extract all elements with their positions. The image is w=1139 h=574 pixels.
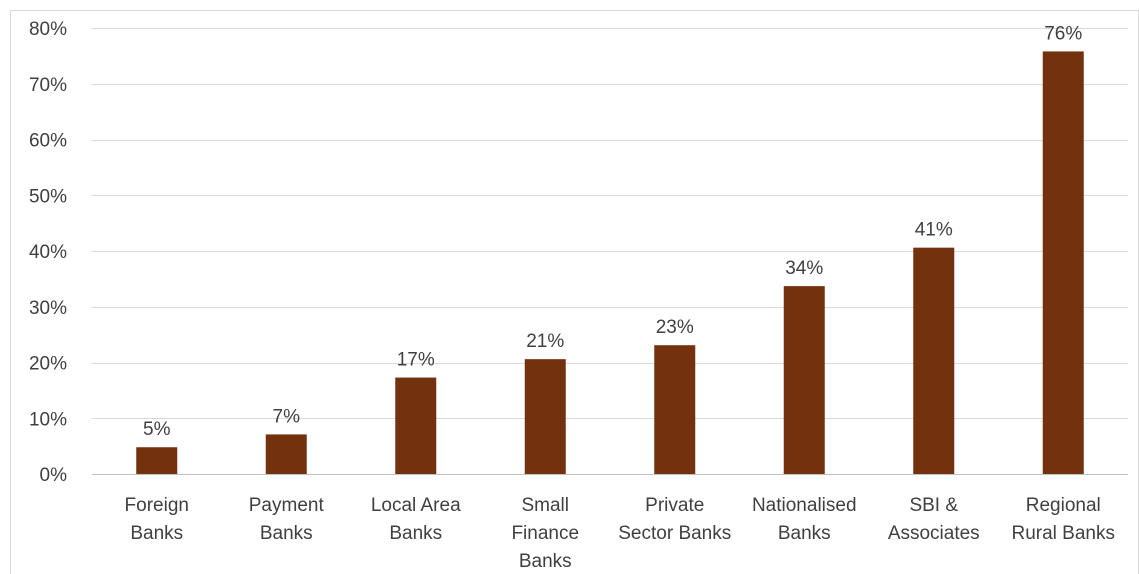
bar <box>913 247 955 474</box>
bar <box>1042 51 1084 474</box>
y-tick-label: 0% <box>40 465 68 486</box>
x-category-label-line: Banks <box>389 523 442 544</box>
x-category-label-line: Regional <box>1026 495 1101 516</box>
bar-data-label: 17% <box>397 350 435 371</box>
bar-data-label: 21% <box>526 331 564 352</box>
bar <box>524 359 566 474</box>
bar-data-label: 23% <box>656 317 694 338</box>
y-tick-label: 70% <box>29 75 67 96</box>
y-tick-label: 20% <box>29 354 67 375</box>
bar <box>395 377 437 474</box>
x-category-label-line: Private <box>645 495 704 516</box>
gridlines <box>92 28 1128 475</box>
x-category-label-line: SBI & <box>909 495 958 516</box>
x-category-label-line: Banks <box>260 523 313 544</box>
bar-data-label: 34% <box>785 258 823 279</box>
y-tick-label: 60% <box>29 131 67 152</box>
bar-data-label: 5% <box>143 419 171 440</box>
x-category-label-line: Nationalised <box>752 495 857 516</box>
bar <box>654 345 696 474</box>
y-tick-label: 80% <box>29 19 67 40</box>
data-labels: 5% 7% 17% 21% 23% 34% 41% 76% <box>143 23 1082 440</box>
y-tick-label: 30% <box>29 298 67 319</box>
x-category-label-line: Payment <box>249 495 325 516</box>
x-category-label-line: Rural Banks <box>1012 523 1116 544</box>
x-category-label-line: Banks <box>778 523 831 544</box>
x-category-label: Small Finance Banks <box>511 495 579 572</box>
x-category-label-line: Local Area <box>371 495 461 516</box>
x-category-label-line: Associates <box>888 523 980 544</box>
x-category-label: SBI & Associates <box>888 495 980 544</box>
y-axis-tick-labels: 0% 10% 20% 30% 40% 50% 60% 70% 80% <box>29 19 67 486</box>
bar-data-label: 41% <box>915 220 953 241</box>
x-category-label-line: Banks <box>519 551 572 572</box>
x-category-label: Regional Rural Banks <box>1012 495 1116 544</box>
bar <box>783 286 825 474</box>
x-category-label: Foreign Banks <box>125 495 189 544</box>
x-category-label-line: Finance <box>511 523 579 544</box>
x-category-label: Payment Banks <box>249 495 325 544</box>
x-category-label-line: Small <box>521 495 569 516</box>
bars <box>136 51 1084 474</box>
chart-border <box>10 10 1139 574</box>
x-category-label-line: Banks <box>130 523 183 544</box>
x-category-label-line: Foreign <box>125 495 189 516</box>
bar <box>136 447 178 474</box>
x-category-label-line: Sector Banks <box>618 523 731 544</box>
x-category-label: Nationalised Banks <box>752 495 857 544</box>
bar <box>265 434 307 474</box>
y-tick-label: 50% <box>29 186 67 207</box>
x-category-label: Local Area Banks <box>371 495 461 544</box>
bar-data-label: 76% <box>1044 23 1082 44</box>
y-tick-label: 40% <box>29 242 67 263</box>
y-tick-label: 10% <box>29 409 67 430</box>
bar-data-label: 7% <box>273 406 301 427</box>
x-category-label: Private Sector Banks <box>618 495 731 544</box>
